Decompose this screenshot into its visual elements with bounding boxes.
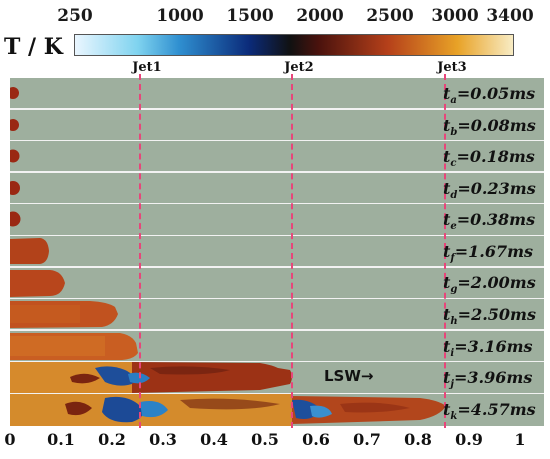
x-tick: 0.6 (302, 430, 330, 449)
colorbar-tick: 3000 (431, 6, 479, 26)
temperature-field-panel (10, 78, 544, 426)
x-tick: 0.4 (200, 430, 228, 449)
snapshot-row-c (10, 141, 544, 173)
x-tick: 0 (4, 430, 16, 449)
jet1-line (139, 74, 141, 428)
colorbar-tick: 250 (57, 6, 93, 26)
snapshot-row-f (10, 236, 544, 268)
flame-j (10, 362, 292, 394)
jet3-line (444, 74, 446, 428)
time-label: te=0.38ms (443, 210, 536, 233)
jet2-label: Jet2 (284, 60, 314, 75)
flame-k (10, 394, 446, 426)
x-tick: 0.8 (404, 430, 432, 449)
colorbar-tick: 1000 (156, 6, 204, 26)
x-tick: 1 (514, 430, 526, 449)
colorbar-tick: 3400 (486, 6, 534, 26)
snapshot-row-g (10, 268, 544, 300)
time-label: td=0.23ms (443, 179, 536, 202)
flame-b (10, 118, 19, 131)
flame-d (10, 180, 20, 195)
snapshot-row-d (10, 173, 544, 205)
time-label: th=2.50ms (443, 305, 536, 328)
x-tick: 0.3 (149, 430, 177, 449)
flame-c (10, 149, 20, 163)
flame-g (10, 269, 65, 297)
jet2-line (291, 74, 293, 428)
time-label: ta=0.05ms (443, 84, 536, 107)
jet1-label: Jet1 (132, 60, 162, 75)
colorbar-title: T / K (4, 34, 63, 60)
colorbar-gradient (74, 34, 514, 56)
colorbar-tick: 2500 (366, 6, 414, 26)
flame-h (10, 301, 118, 329)
snapshot-row-e (10, 204, 544, 236)
snapshot-row-j (10, 362, 544, 394)
jet3-label: Jet3 (437, 60, 467, 75)
snapshot-row-h (10, 299, 544, 331)
lsw-annotation: LSW→ (324, 367, 374, 385)
flame-i (10, 332, 138, 360)
time-label: tb=0.08ms (443, 116, 536, 139)
x-tick: 0.7 (353, 430, 381, 449)
x-tick: 0.2 (98, 430, 126, 449)
x-tick: 0.9 (455, 430, 483, 449)
time-label: ti=3.16ms (443, 337, 533, 360)
flame-f (10, 238, 49, 264)
colorbar-tick: 1500 (226, 6, 274, 26)
time-label: tk=4.57ms (443, 400, 536, 423)
time-label: tf=1.67ms (443, 242, 534, 265)
snapshot-row-a (10, 78, 544, 110)
snapshot-row-b (10, 110, 544, 142)
snapshot-row-i (10, 331, 544, 363)
flame-a (10, 87, 19, 99)
x-tick: 0.1 (47, 430, 75, 449)
colorbar-tick: 2000 (296, 6, 344, 26)
snapshot-row-k (10, 394, 544, 426)
time-label: tc=0.18ms (443, 147, 535, 170)
flame-e (10, 211, 21, 227)
time-label: tj=3.96ms (443, 368, 533, 391)
x-tick: 0.5 (251, 430, 279, 449)
time-label: tg=2.00ms (443, 273, 536, 296)
